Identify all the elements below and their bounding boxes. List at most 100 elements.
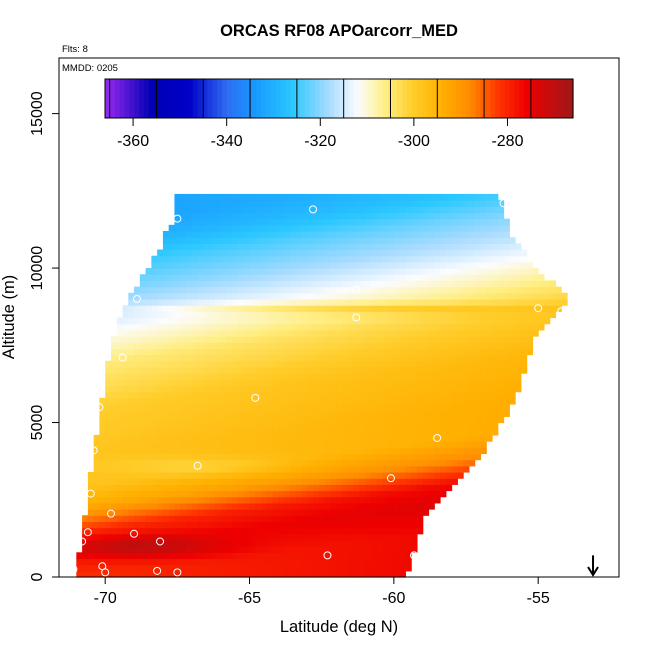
- heatmap-cell: [180, 373, 187, 380]
- heatmap-cell: [353, 237, 360, 244]
- heatmap-cell: [272, 286, 279, 294]
- heatmap-cell: [151, 354, 158, 362]
- heatmap-cell: [295, 447, 303, 455]
- heatmap-cell: [503, 218, 510, 226]
- heatmap-cell: [388, 342, 395, 349]
- colorbar-segment: [417, 79, 423, 118]
- heatmap-cell: [295, 397, 303, 405]
- heatmap-cell: [318, 434, 326, 442]
- heatmap-cell: [445, 268, 453, 275]
- heatmap-cell: [370, 286, 378, 294]
- heatmap-cell: [376, 447, 383, 455]
- heatmap-cell: [359, 459, 366, 467]
- heatmap-cell: [434, 453, 441, 461]
- heatmap-cell: [220, 323, 228, 331]
- heatmap-cell: [226, 539, 233, 547]
- heatmap-cell: [145, 422, 152, 430]
- heatmap-cell: [364, 385, 372, 393]
- heatmap-cell: [157, 249, 164, 257]
- heatmap-cell: [480, 218, 487, 226]
- heatmap-cell: [416, 404, 424, 411]
- heatmap-cell: [197, 447, 204, 455]
- heatmap-cell: [174, 533, 181, 541]
- heatmap-cell: [520, 323, 528, 331]
- heatmap-cell: [232, 268, 239, 275]
- heatmap-cell: [353, 397, 360, 405]
- heatmap-cell: [526, 286, 533, 294]
- heatmap-cell: [116, 434, 124, 442]
- heatmap-cell: [180, 305, 187, 312]
- heatmap-cell: [353, 533, 360, 541]
- heatmap-cell: [255, 317, 262, 325]
- heatmap-cell: [491, 397, 499, 405]
- heatmap-cell: [370, 465, 378, 473]
- heatmap-cell: [364, 224, 372, 232]
- heatmap-cell: [255, 496, 262, 504]
- heatmap-cell: [220, 471, 228, 479]
- heatmap-cell: [313, 416, 320, 424]
- heatmap-cell: [376, 237, 383, 244]
- heatmap-cell: [255, 336, 262, 343]
- heatmap-cell: [347, 243, 355, 251]
- heatmap-cell: [474, 404, 482, 411]
- heatmap-cell: [209, 249, 216, 257]
- heatmap-cell: [162, 391, 170, 399]
- heatmap-cell: [364, 354, 372, 362]
- heatmap-cell: [180, 255, 187, 263]
- heatmap-cell: [134, 527, 141, 535]
- heatmap-cell: [162, 237, 170, 244]
- heatmap-cell: [180, 404, 187, 411]
- heatmap-cell: [145, 298, 152, 306]
- heatmap-cell: [191, 416, 199, 424]
- heatmap-cell: [330, 521, 337, 529]
- heatmap-cell: [209, 292, 216, 300]
- heatmap-cell: [278, 490, 285, 498]
- heatmap-cell: [261, 354, 268, 362]
- heatmap-cell: [451, 292, 458, 300]
- heatmap-cell: [370, 336, 378, 343]
- heatmap-cell: [255, 422, 262, 430]
- heatmap-cell: [370, 298, 378, 306]
- heatmap-cell: [422, 292, 430, 300]
- heatmap-cell: [197, 459, 204, 467]
- heatmap-cell: [266, 558, 274, 566]
- heatmap-cell: [336, 323, 343, 331]
- heatmap-cell: [301, 298, 308, 306]
- heatmap-cell: [145, 502, 152, 510]
- heatmap-cell: [347, 360, 355, 368]
- heatmap-cell: [370, 305, 378, 312]
- heatmap-cell: [347, 447, 355, 455]
- heatmap-cell: [411, 193, 418, 201]
- heatmap-cell: [139, 348, 147, 356]
- heatmap-cell: [434, 459, 441, 467]
- heatmap-cell: [307, 397, 314, 405]
- heatmap-cell: [186, 453, 193, 461]
- heatmap-cell: [272, 546, 279, 553]
- colorbar-segment: [402, 79, 408, 118]
- heatmap-cell: [122, 360, 129, 368]
- heatmap-cell: [237, 459, 245, 467]
- heatmap-cell: [480, 286, 487, 294]
- heatmap-cell: [278, 397, 285, 405]
- heatmap-cell: [261, 478, 268, 485]
- heatmap-cell: [503, 323, 510, 331]
- heatmap-cell: [313, 360, 320, 368]
- heatmap-cell: [411, 478, 418, 485]
- heatmap-cell: [122, 515, 129, 522]
- heatmap-cell: [255, 509, 262, 516]
- heatmap-cell: [318, 354, 326, 362]
- heatmap-cell: [243, 484, 251, 492]
- heatmap-cell: [174, 373, 181, 380]
- heatmap-cell: [434, 416, 441, 424]
- heatmap-cell: [491, 292, 499, 300]
- heatmap-cell: [457, 404, 464, 411]
- heatmap-cell: [440, 484, 447, 492]
- heatmap-cell: [370, 496, 378, 504]
- heatmap-cell: [480, 255, 487, 263]
- heatmap-cell: [237, 490, 245, 498]
- heatmap-cell: [272, 478, 279, 485]
- heatmap-cell: [370, 484, 378, 492]
- heatmap-cell: [284, 527, 291, 535]
- heatmap-cell: [463, 391, 470, 399]
- x-tick-label: -55: [527, 590, 550, 607]
